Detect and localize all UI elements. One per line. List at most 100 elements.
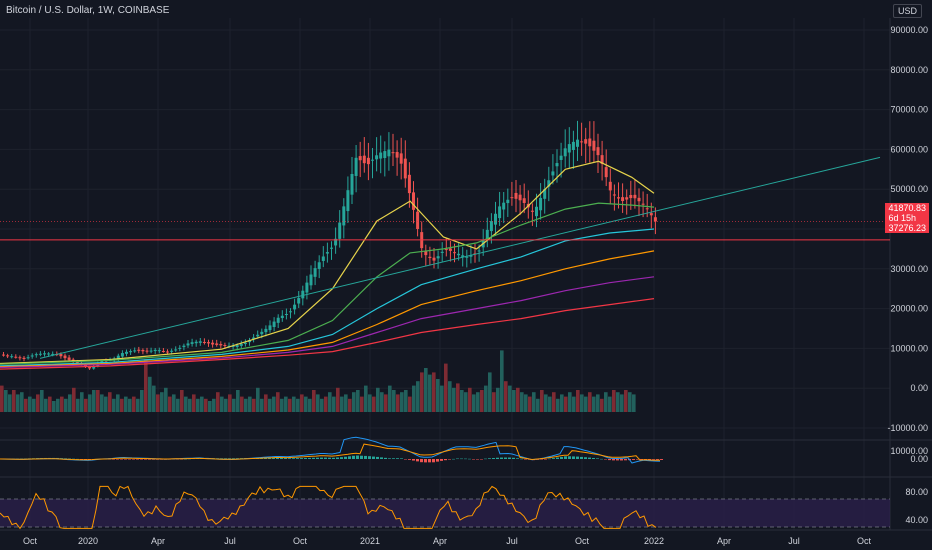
volume-bar	[596, 394, 600, 412]
macd-histogram-bar	[232, 458, 235, 459]
macd-histogram-bar	[620, 459, 623, 461]
volume-bar	[524, 394, 528, 412]
macd-histogram-bar	[464, 458, 467, 460]
volume-bar	[432, 372, 436, 412]
candle-body	[219, 344, 223, 346]
candle-body	[559, 155, 563, 160]
candle-body	[264, 328, 268, 333]
candle-body	[547, 180, 551, 187]
candle-body	[75, 361, 79, 363]
macd-histogram-bar	[584, 457, 587, 459]
candle-body	[47, 353, 51, 355]
volume-bar	[180, 390, 184, 412]
candle-body	[34, 354, 38, 356]
candle-body	[502, 202, 506, 210]
volume-bar	[520, 392, 524, 412]
moving-average-line	[0, 202, 655, 365]
moving-average-line	[0, 276, 655, 369]
macd-histogram-bar	[480, 459, 483, 460]
macd-histogram-bar	[288, 458, 291, 459]
candle-body	[625, 197, 629, 200]
volume-bar	[384, 394, 388, 412]
macd-histogram-bar	[384, 457, 387, 459]
macd-histogram-bar	[428, 459, 431, 463]
candle-body	[182, 345, 186, 348]
candle-body	[391, 152, 395, 154]
candle-body	[63, 355, 67, 359]
candle-body	[629, 194, 633, 199]
volume-bar	[516, 387, 520, 412]
candle-body	[350, 173, 354, 195]
candle-body	[321, 256, 325, 261]
x-tick-label: Oct	[857, 536, 872, 546]
macd-histogram-bar	[388, 458, 391, 459]
candle-body	[223, 345, 227, 347]
macd-histogram-bar	[648, 459, 651, 460]
x-tick-label: Apr	[717, 536, 731, 546]
volume-bar	[140, 390, 144, 412]
candle-body	[166, 351, 169, 353]
rsi-tick-label: 40.00	[905, 515, 928, 525]
x-tick-label: 2020	[78, 536, 98, 546]
volume-bar	[452, 387, 456, 412]
candle-body	[289, 311, 292, 313]
volume-bar	[552, 392, 556, 412]
volume-bar	[368, 394, 372, 412]
macd-histogram-bar	[380, 457, 383, 459]
volume-bar	[484, 385, 488, 412]
currency-button[interactable]: USD	[892, 4, 922, 18]
candle-body	[617, 197, 620, 199]
volume-bar	[8, 394, 12, 412]
volume-bar	[84, 398, 88, 412]
moving-average-line	[0, 250, 655, 368]
macd-histogram-bar	[472, 459, 475, 460]
volume-bar	[4, 390, 8, 412]
volume-bar	[304, 396, 308, 412]
macd-histogram-bar	[320, 457, 323, 459]
volume-bar	[616, 392, 620, 412]
volume-bar	[72, 387, 76, 412]
candle-body	[580, 141, 584, 143]
volume-bar	[16, 394, 20, 412]
volume-bar	[440, 385, 444, 412]
volume-bar	[420, 372, 424, 412]
macd-histogram-bar	[296, 458, 299, 459]
macd-histogram-bar	[280, 457, 283, 459]
volume-bar	[60, 396, 64, 412]
volume-bar	[496, 387, 500, 412]
volume-bar	[260, 398, 264, 412]
candle-body	[539, 197, 543, 211]
macd-histogram-bar	[332, 457, 335, 459]
volume-bar	[24, 398, 28, 412]
volume-bar	[128, 398, 132, 412]
macd-histogram-bar	[392, 458, 395, 459]
volume-bar	[76, 398, 80, 412]
macd-histogram-bar	[120, 459, 123, 460]
macd-histogram-bar	[444, 459, 447, 461]
volume-bar	[620, 394, 624, 412]
macd-histogram-bar	[556, 457, 559, 459]
candle-body	[170, 350, 174, 352]
volume-bar	[144, 359, 148, 412]
volume-bar	[44, 398, 48, 412]
volume-bar	[508, 385, 512, 412]
volume-bar	[396, 394, 400, 412]
x-tick-label: Jul	[788, 536, 800, 546]
volume-bar	[196, 398, 200, 412]
macd-histogram-bar	[468, 458, 471, 460]
candle-body	[235, 345, 239, 347]
candle-body	[325, 252, 329, 254]
macd-histogram-bar	[516, 458, 519, 459]
macd-histogram-bar	[520, 458, 523, 460]
volume-bar	[564, 396, 568, 412]
volume-bar	[64, 398, 68, 412]
macd-histogram-bar	[656, 459, 659, 460]
candle-body	[567, 144, 571, 153]
volume-bar	[244, 398, 248, 412]
volume-bar	[592, 396, 596, 412]
candle-body	[6, 355, 10, 357]
macd-histogram-bar	[324, 457, 327, 459]
volume-bar	[204, 398, 208, 412]
macd-histogram-bar	[580, 456, 583, 459]
